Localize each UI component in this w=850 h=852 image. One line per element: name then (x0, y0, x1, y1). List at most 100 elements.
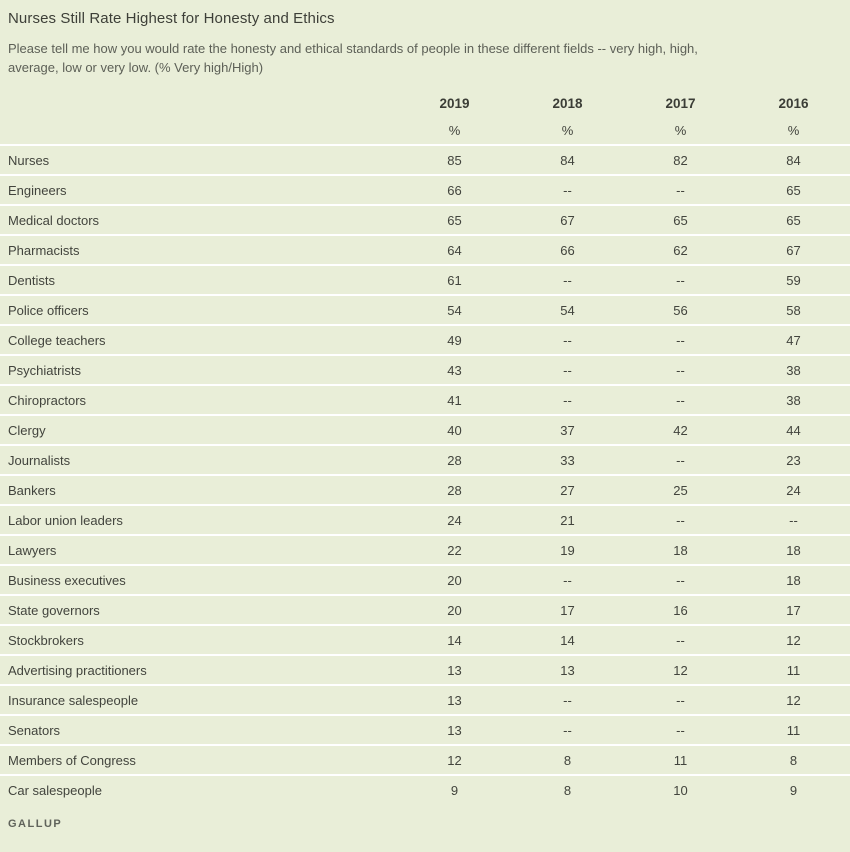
table-row: Advertising practitioners 13 13 12 11 (0, 654, 850, 685)
column-header-2017: 2017 (665, 95, 696, 111)
value-cell: 59 (737, 264, 850, 295)
value-cell: 22 (398, 534, 511, 565)
value-cell: -- (511, 564, 624, 595)
value-cell: 61 (398, 264, 511, 295)
value-cell: 64 (398, 234, 511, 265)
value-cell: 65 (624, 204, 737, 235)
profession-label: Lawyers (0, 534, 398, 565)
value-cell: 41 (398, 384, 511, 415)
value-cell: 27 (511, 474, 624, 505)
value-cell: 42 (624, 414, 737, 445)
value-cell: 38 (737, 384, 850, 415)
value-cell: 13 (398, 654, 511, 685)
value-cell: 84 (511, 144, 624, 175)
profession-label: Chiropractors (0, 384, 398, 415)
value-cell: 11 (737, 714, 850, 745)
value-cell: -- (624, 714, 737, 745)
value-cell: -- (511, 354, 624, 385)
value-cell: 65 (398, 204, 511, 235)
profession-label: Clergy (0, 414, 398, 445)
profession-label: Dentists (0, 264, 398, 295)
profession-label: Nurses (0, 144, 398, 175)
value-cell: 10 (624, 774, 737, 805)
profession-label: Insurance salespeople (0, 684, 398, 715)
value-cell: 19 (511, 534, 624, 565)
value-cell: -- (511, 324, 624, 355)
value-cell: 13 (511, 654, 624, 685)
value-cell: 54 (511, 294, 624, 325)
table-row: Stockbrokers 14 14 -- 12 (0, 624, 850, 655)
table-row: Journalists 28 33 -- 23 (0, 444, 850, 475)
table-row: Chiropractors 41 -- -- 38 (0, 384, 850, 415)
value-cell: -- (624, 324, 737, 355)
value-cell: 66 (511, 234, 624, 265)
column-header-2016: 2016 (778, 95, 809, 111)
value-cell: 8 (511, 744, 624, 775)
profession-label: Business executives (0, 564, 398, 595)
table-row: Psychiatrists 43 -- -- 38 (0, 354, 850, 385)
value-cell: 67 (511, 204, 624, 235)
unit-label: % (674, 123, 687, 138)
table-row: College teachers 49 -- -- 47 (0, 324, 850, 355)
value-cell: 20 (398, 564, 511, 595)
profession-label: Pharmacists (0, 234, 398, 265)
profession-label: Engineers (0, 174, 398, 205)
value-cell: 56 (624, 294, 737, 325)
table-row: Insurance salespeople 13 -- -- 12 (0, 684, 850, 715)
value-cell: 9 (398, 774, 511, 805)
profession-label: State governors (0, 594, 398, 625)
value-cell: 13 (398, 714, 511, 745)
table-row: Labor union leaders 24 21 -- -- (0, 504, 850, 535)
label-column-spacer (0, 89, 398, 117)
value-cell: 14 (511, 624, 624, 655)
value-cell: -- (511, 384, 624, 415)
value-cell: 28 (398, 444, 511, 475)
value-cell: 13 (398, 684, 511, 715)
value-cell: 12 (737, 684, 850, 715)
value-cell: -- (624, 564, 737, 595)
value-cell: -- (511, 714, 624, 745)
profession-label: Car salespeople (0, 774, 398, 805)
table-row: Dentists 61 -- -- 59 (0, 264, 850, 295)
table-header: 2019 2018 2017 2016 % % % % (0, 89, 850, 145)
profession-label: Members of Congress (0, 744, 398, 775)
value-cell: 43 (398, 354, 511, 385)
page-title: Nurses Still Rate Highest for Honesty an… (8, 10, 335, 27)
value-cell: 14 (398, 624, 511, 655)
table-row: Engineers 66 -- -- 65 (0, 174, 850, 205)
value-cell: 84 (737, 144, 850, 175)
value-cell: 37 (511, 414, 624, 445)
value-cell: 8 (737, 744, 850, 775)
value-cell: 67 (737, 234, 850, 265)
value-cell: 82 (624, 144, 737, 175)
value-cell: -- (624, 624, 737, 655)
table-row: Business executives 20 -- -- 18 (0, 564, 850, 595)
table-row: Pharmacists 64 66 62 67 (0, 234, 850, 265)
value-cell: 33 (511, 444, 624, 475)
value-cell: 66 (398, 174, 511, 205)
table-row: State governors 20 17 16 17 (0, 594, 850, 625)
table-row: Members of Congress 12 8 11 8 (0, 744, 850, 775)
value-cell: 24 (398, 504, 511, 535)
value-cell: 18 (624, 534, 737, 565)
value-cell: 16 (624, 594, 737, 625)
profession-label: Medical doctors (0, 204, 398, 235)
value-cell: -- (737, 504, 850, 535)
value-cell: 12 (737, 624, 850, 655)
column-header-2019: 2019 (439, 95, 470, 111)
value-cell: 49 (398, 324, 511, 355)
value-cell: -- (624, 504, 737, 535)
value-cell: 18 (737, 564, 850, 595)
value-cell: 11 (737, 654, 850, 685)
profession-label: Senators (0, 714, 398, 745)
page-subtitle: Please tell me how you would rate the ho… (8, 41, 698, 75)
profession-label: Psychiatrists (0, 354, 398, 385)
value-cell: -- (511, 264, 624, 295)
honesty-ratings-table: 2019 2018 2017 2016 % % % % Nurses 85 84 82… (0, 89, 850, 805)
table-row: Nurses 85 84 82 84 (0, 144, 850, 175)
value-cell: 85 (398, 144, 511, 175)
profession-label: Stockbrokers (0, 624, 398, 655)
profession-label: Advertising practitioners (0, 654, 398, 685)
value-cell: 54 (398, 294, 511, 325)
unit-header-row: % % % % (0, 117, 850, 145)
